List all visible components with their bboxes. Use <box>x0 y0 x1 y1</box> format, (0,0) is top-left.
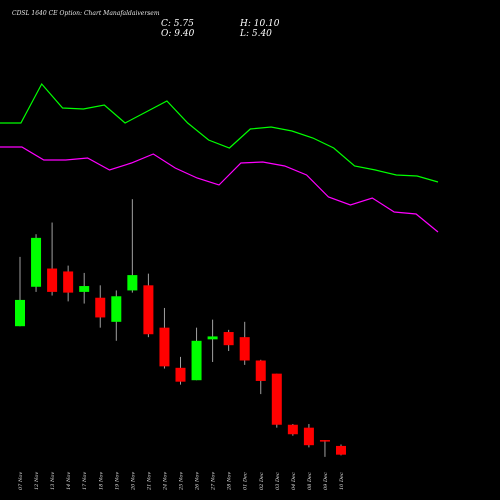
candle-13-nov <box>47 222 58 296</box>
date-tick-label: 01 Dec <box>243 472 249 490</box>
open-value: O: 9.40 <box>161 29 195 39</box>
candle-21-nov <box>143 273 154 338</box>
candle-20-nov <box>127 199 138 293</box>
candle-02-dec <box>255 359 266 395</box>
candle-body <box>31 237 42 287</box>
date-tick-label: 14 Nov <box>66 472 72 490</box>
candle-body <box>127 275 138 291</box>
high-value: H: 10.10 <box>240 19 280 29</box>
candle-body <box>159 327 170 367</box>
candle-08-dec <box>303 424 314 448</box>
close-value: C: 5.75 <box>161 19 194 29</box>
candle-body <box>287 424 298 435</box>
candle-body <box>191 340 202 381</box>
candle-body <box>175 367 186 382</box>
candle-body <box>255 360 266 381</box>
date-tick-label: 25 Nov <box>179 472 185 491</box>
candles <box>15 199 346 457</box>
date-tick-label: 28 Nov <box>227 472 233 491</box>
date-tick-label: 24 Nov <box>162 472 168 491</box>
date-tick-label: 19 Nov <box>114 472 120 490</box>
candle-03-dec <box>271 373 282 428</box>
candle-25-nov <box>175 356 186 385</box>
indicator-line-1 <box>0 82 439 183</box>
candle-body <box>239 337 250 361</box>
indicator-lines <box>0 82 439 233</box>
candle-17-nov <box>79 272 90 304</box>
date-tick-label: 04 Dec <box>291 472 297 490</box>
date-tick-label: 10 Dec <box>339 472 345 490</box>
date-tick-label: 07 Nov <box>18 472 24 490</box>
candle-body <box>143 285 154 335</box>
candle-body <box>111 296 122 322</box>
candle-01-dec <box>239 321 250 365</box>
chart-title: CDSL 1640 CE Option: Chart Manafaldaiver… <box>12 10 160 17</box>
date-tick-label: 21 Nov <box>146 472 152 491</box>
date-tick-label: 18 Nov <box>98 472 104 490</box>
candle-28-nov <box>223 329 234 352</box>
candle-04-dec <box>287 424 298 436</box>
candle-26-nov <box>191 327 202 381</box>
date-tick-label: 09 Dec <box>323 472 329 490</box>
candle-body <box>47 268 58 292</box>
candle-12-nov <box>31 234 42 292</box>
candle-body <box>79 286 90 292</box>
candle-07-nov <box>15 256 25 327</box>
date-tick-label: 26 Nov <box>195 472 201 491</box>
date-tick-label: 13 Nov <box>50 472 56 490</box>
candle-body <box>207 336 218 340</box>
candle-body <box>223 332 234 346</box>
date-tick-label: 12 Nov <box>34 472 40 490</box>
candle-24-nov <box>159 307 170 369</box>
candle-27-nov <box>207 319 218 362</box>
candle-body <box>319 440 330 442</box>
candle-10-dec <box>336 444 346 456</box>
date-axis: 07 Nov 12 Nov 13 Nov 14 Nov 17 Nov 18 Nov 19 N… <box>18 472 345 491</box>
date-tick-label: 08 Dec <box>307 472 313 490</box>
low-value: L: 5.40 <box>240 29 272 39</box>
candle-body <box>95 297 106 318</box>
candle-14-nov <box>63 265 74 302</box>
candle-body <box>303 427 314 446</box>
candle-18-nov <box>95 285 106 328</box>
candle-09-dec <box>319 440 330 457</box>
candle-body <box>271 373 282 425</box>
date-tick-label: 17 Nov <box>82 472 88 490</box>
candle-body <box>63 271 74 293</box>
indicator-line-2 <box>0 146 439 233</box>
date-tick-label: 20 Nov <box>130 472 136 491</box>
candle-body <box>336 445 346 455</box>
candle-19-nov <box>111 290 122 341</box>
date-tick-label: 03 Dec <box>275 472 281 490</box>
date-tick-label: 02 Dec <box>259 472 265 490</box>
candle-body <box>15 299 25 327</box>
date-tick-label: 27 Nov <box>211 472 217 491</box>
